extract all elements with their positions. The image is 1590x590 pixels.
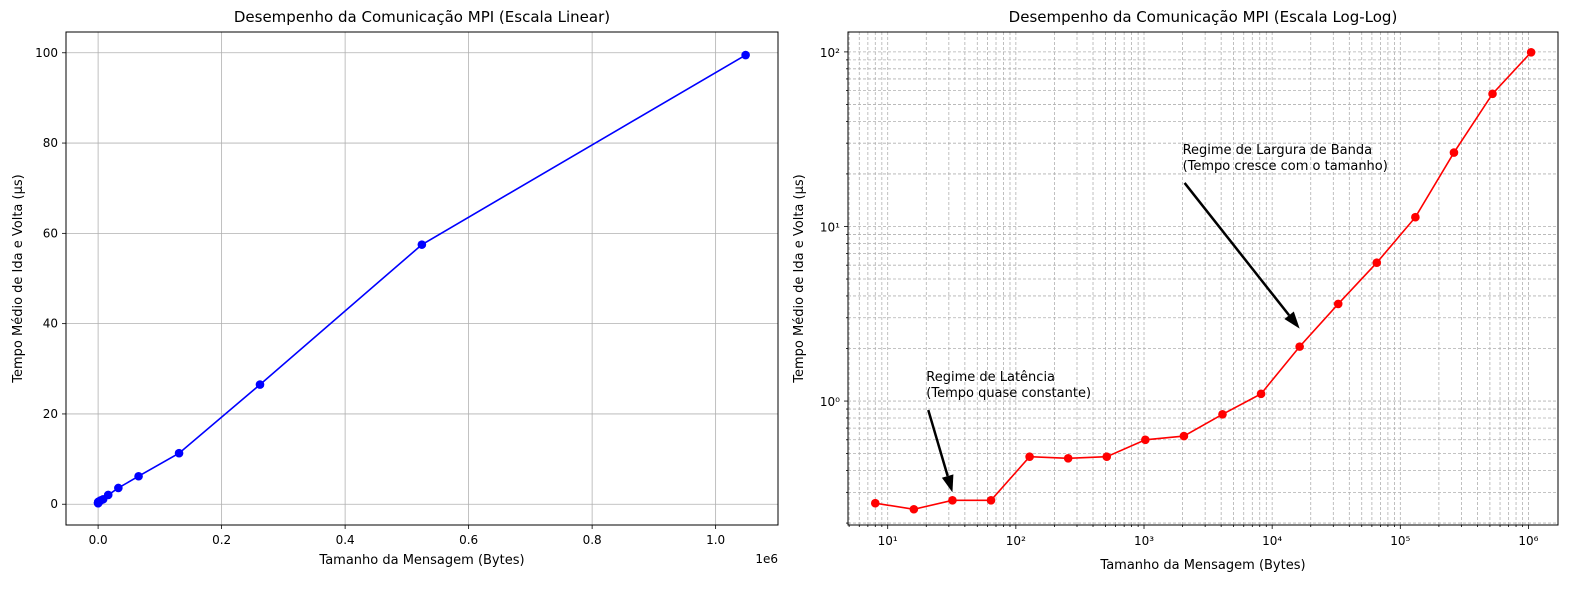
loglog-data-point <box>1333 299 1343 309</box>
loglog-data-point <box>948 496 957 505</box>
linear-series-path <box>97 54 747 504</box>
linear-data-point <box>134 471 143 481</box>
linear-series-markers <box>93 50 750 508</box>
loglog-x-tick-label: 10⁶ <box>1518 534 1538 548</box>
annotation-text-line: (Tempo cresce com o tamanho) <box>1183 159 1388 174</box>
linear-data-point <box>103 490 113 500</box>
loglog-data-point <box>1141 435 1150 445</box>
loglog-data-point <box>986 496 996 505</box>
loglog-data-point <box>1256 389 1266 399</box>
loglog-chart: 10¹ 10² 10³ 10⁴ 10⁵ 10⁶ 10⁰ 10¹ 10² Regime de La… <box>792 8 1559 573</box>
loglog-y-tick-label: 10¹ <box>820 220 840 234</box>
loglog-data-point <box>870 498 880 508</box>
loglog-x-tick-label: 10² <box>1006 534 1026 548</box>
linear-data-point <box>255 380 265 389</box>
linear-x-tick-label: 0.2 <box>212 533 231 547</box>
linear-y-tick-label: 40 <box>43 317 58 331</box>
loglog-data-point <box>1025 452 1034 462</box>
loglog-y-tick-label: 10² <box>820 46 840 60</box>
annotation-arrow-shaft <box>927 409 949 477</box>
linear-x-tick-label: 0.4 <box>336 533 355 547</box>
loglog-data-point <box>1179 431 1189 441</box>
loglog-y-axis-label: Tempo Médio de Ida e Volta (µs) <box>792 174 807 383</box>
linear-x-axis-label: Tamanho da Mensagem (Bytes) <box>318 553 524 568</box>
loglog-data-point <box>1063 453 1073 463</box>
linear-data-point <box>417 240 427 249</box>
linear-plot-frame <box>65 31 779 526</box>
loglog-data-point <box>1218 409 1227 419</box>
linear-series-line <box>97 54 747 504</box>
linear-data-point <box>114 483 123 493</box>
linear-y-tick-label: 60 <box>43 226 58 240</box>
linear-y-axis-label: Tempo Médio de Ida e Volta (µs) <box>11 174 26 383</box>
loglog-data-point <box>909 504 919 514</box>
linear-chart-title: Desempenho da Comunicação MPI (Escala Li… <box>234 8 610 26</box>
loglog-annotations: Regime de Latência(Tempo quase constante… <box>926 143 1388 493</box>
annotation-arrow-head <box>1284 311 1300 329</box>
annotation-text-line: Regime de Largura de Banda <box>1183 143 1372 158</box>
loglog-data-point <box>1449 148 1459 157</box>
loglog-plot-frame <box>847 31 1559 526</box>
loglog-series-path <box>875 51 1532 511</box>
linear-y-tick-label: 100 <box>35 46 58 60</box>
linear-y-tick-label: 80 <box>43 136 58 150</box>
loglog-x-tick-label: 10¹ <box>878 534 898 548</box>
loglog-data-point <box>1295 342 1304 351</box>
loglog-grid <box>848 32 1558 525</box>
loglog-x-axis-label: Tamanho da Mensagem (Bytes) <box>1099 558 1305 573</box>
linear-y-tick-label: 20 <box>43 407 58 421</box>
linear-x-tick-label: 0.0 <box>89 533 108 547</box>
linear-data-point <box>741 50 750 60</box>
loglog-chart-title: Desempenho da Comunicação MPI (Escala Lo… <box>1009 8 1398 26</box>
loglog-data-point <box>1102 452 1112 462</box>
annotation-text-line: (Tempo quase constante) <box>926 386 1091 401</box>
loglog-data-point <box>1372 258 1382 268</box>
linear-ticks: 0.0 0.2 0.4 0.6 0.8 1.0 0 20 40 60 80 100 <box>35 46 725 547</box>
linear-y-tick-label: 0 <box>50 497 58 511</box>
loglog-x-tick-label: 10⁴ <box>1262 534 1282 548</box>
linear-data-point <box>174 448 184 458</box>
loglog-data-point <box>1411 212 1420 222</box>
loglog-data-point <box>1488 89 1497 99</box>
loglog-y-tick-label: 10⁰ <box>820 395 840 409</box>
annotation-arrow-head <box>941 474 954 493</box>
annotation-text-line: Regime de Latência <box>926 370 1055 385</box>
linear-x-tick-label: 1.0 <box>706 533 725 547</box>
loglog-series-markers <box>870 47 1536 514</box>
loglog-x-tick-label: 10⁵ <box>1390 534 1410 548</box>
annotation-arrow-shaft <box>1183 182 1291 317</box>
loglog-ticks: 10¹ 10² 10³ 10⁴ 10⁵ 10⁶ 10⁰ 10¹ 10² <box>820 46 1539 548</box>
linear-x-offset-label: 1e6 <box>755 552 778 566</box>
linear-x-tick-label: 0.8 <box>583 533 602 547</box>
linear-chart: 0.0 0.2 0.4 0.6 0.8 1.0 0 20 40 60 80 100 Desempenh… <box>11 8 779 568</box>
linear-x-tick-label: 0.6 <box>459 533 478 547</box>
linear-grid <box>66 32 778 525</box>
loglog-data-point <box>1526 47 1536 57</box>
loglog-x-tick-label: 10³ <box>1134 534 1154 548</box>
loglog-series-line <box>875 51 1532 511</box>
